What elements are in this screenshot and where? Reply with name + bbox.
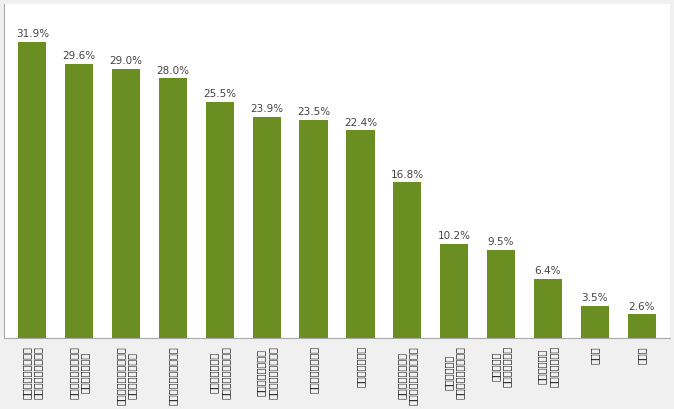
- Bar: [159, 79, 187, 338]
- Text: 29.6%: 29.6%: [63, 51, 96, 61]
- Text: 23.9%: 23.9%: [250, 104, 283, 114]
- Bar: [487, 250, 515, 338]
- Text: 31.9%: 31.9%: [16, 29, 49, 39]
- Text: 9.5%: 9.5%: [488, 238, 514, 247]
- Text: 23.5%: 23.5%: [297, 108, 330, 117]
- Text: 2.6%: 2.6%: [628, 301, 655, 312]
- Bar: [112, 69, 140, 338]
- Text: 3.5%: 3.5%: [582, 293, 608, 303]
- Text: 10.2%: 10.2%: [437, 231, 470, 241]
- Bar: [627, 314, 656, 338]
- Text: 16.8%: 16.8%: [391, 170, 424, 180]
- Bar: [206, 102, 234, 338]
- Bar: [253, 117, 281, 338]
- Bar: [581, 306, 609, 338]
- Text: 25.5%: 25.5%: [204, 89, 237, 99]
- Bar: [393, 182, 421, 338]
- Text: 29.0%: 29.0%: [110, 56, 142, 66]
- Bar: [299, 120, 328, 338]
- Text: 6.4%: 6.4%: [534, 266, 561, 276]
- Bar: [346, 130, 375, 338]
- Bar: [18, 42, 47, 338]
- Bar: [65, 63, 93, 338]
- Bar: [534, 279, 562, 338]
- Text: 28.0%: 28.0%: [156, 66, 189, 76]
- Text: 22.4%: 22.4%: [344, 118, 377, 128]
- Bar: [440, 244, 468, 338]
